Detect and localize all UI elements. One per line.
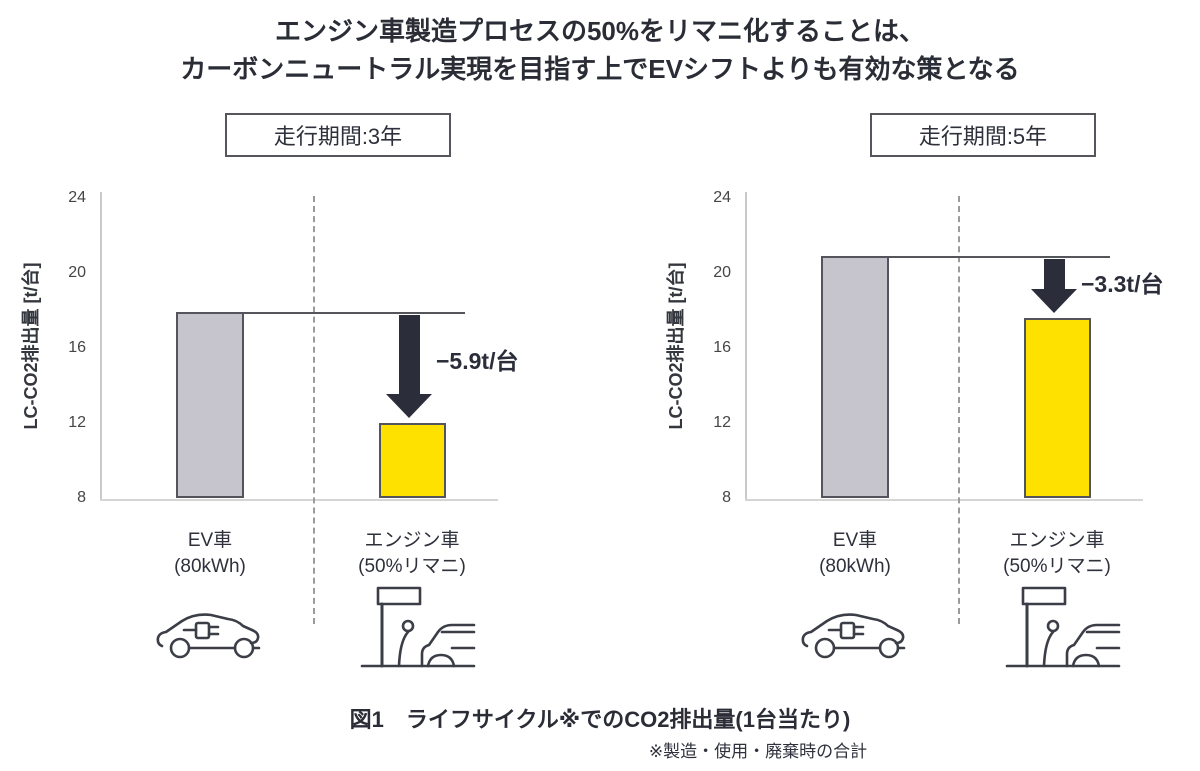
y-axis-line (745, 192, 747, 500)
bar-ev (176, 312, 244, 498)
x-axis-line (100, 499, 498, 501)
chart-panel-3yr: 走行期間:3年 LC-CO2排出量 [t/台] 24 20 16 12 8 −5.9t/… (0, 100, 560, 690)
bar-engine (379, 423, 446, 498)
figure-title: エンジン車製造プロセスの50%をリマニ化することは、 カーボンニュートラル実現を… (0, 12, 1200, 88)
category-label-ev: EV車 (80kWh) (130, 528, 290, 580)
reduction-label: −3.3t/台 (1081, 271, 1164, 297)
figure-title-line1: エンジン車製造プロセスの50%をリマニ化することは、 (274, 16, 926, 46)
reference-line (244, 312, 465, 314)
y-tick-label: 8 (722, 489, 731, 506)
y-axis-line (100, 192, 102, 500)
figure-title-line2: カーボンニュートラル実現を目指す上でEVシフトよりも有効な策となる (180, 54, 1020, 84)
category-label-line2: (50%リマニ) (358, 556, 466, 578)
ev-car-icon (797, 602, 921, 671)
arrow-head (1031, 289, 1077, 313)
remanufacturing-icon (1003, 584, 1123, 677)
remanufacturing-icon (358, 584, 478, 677)
category-label-engine: エンジン車 (50%リマニ) (332, 528, 492, 580)
figure-footnote: ※製造・使用・廃棄時の合計 (648, 742, 868, 761)
figure-caption: 図1 ライフサイクル※でのCO2排出量(1台当たり) (349, 707, 851, 732)
category-label-line1: EV車 (187, 530, 233, 551)
y-tick-label: 8 (77, 489, 86, 506)
category-label-line2: (80kWh) (819, 556, 891, 578)
category-label-line1: EV車 (832, 530, 878, 551)
y-axis-title: LC-CO2排出量 [t/台] (666, 262, 686, 430)
divider-dashed-line (958, 196, 960, 624)
category-label-ev: EV車 (80kWh) (775, 528, 935, 580)
y-tick-label: 12 (68, 414, 86, 431)
y-tick-label: 20 (68, 264, 86, 281)
period-label-box: 走行期間:5年 (870, 113, 1096, 157)
bar-engine (1024, 318, 1091, 498)
category-label-line1: エンジン車 (1009, 530, 1105, 551)
period-label-box: 走行期間:3年 (225, 113, 451, 157)
reduction-label: −5.9t/台 (436, 348, 519, 374)
ev-car-icon (152, 602, 276, 671)
plot-area: LC-CO2排出量 [t/台] 24 20 16 12 8 −5.9t/台 EV車 (8… (21, 189, 518, 668)
category-label-engine: エンジン車 (50%リマニ) (977, 528, 1137, 580)
reduction-arrow-icon (386, 315, 432, 418)
category-label-line2: (80kWh) (174, 556, 246, 578)
period-label: 走行期間:5年 (918, 124, 1048, 149)
y-tick-label: 16 (713, 339, 731, 356)
y-tick-label: 24 (713, 189, 731, 206)
y-tick-label: 24 (68, 189, 86, 206)
reference-line (889, 256, 1110, 258)
y-axis-title: LC-CO2排出量 [t/台] (21, 262, 41, 430)
y-tick-label: 20 (713, 264, 731, 281)
category-label-line1: エンジン車 (364, 530, 460, 551)
arrow-shaft (1043, 259, 1065, 289)
category-label-line2: (50%リマニ) (1003, 556, 1111, 578)
plot-area: LC-CO2排出量 [t/台] 24 20 16 12 8 −3.3t/台 EV車 (8… (666, 189, 1163, 668)
y-tick-label: 16 (68, 339, 86, 356)
chart-panel-5yr: 走行期間:5年 LC-CO2排出量 [t/台] 24 20 16 12 8 −3.3t/… (645, 100, 1200, 690)
reduction-arrow-icon (1031, 259, 1077, 313)
bar-ev (821, 256, 889, 498)
divider-dashed-line (313, 196, 315, 624)
arrow-head (386, 394, 432, 418)
period-label: 走行期間:3年 (273, 124, 403, 149)
x-axis-line (745, 499, 1143, 501)
arrow-shaft (398, 315, 420, 394)
y-tick-label: 12 (713, 414, 731, 431)
